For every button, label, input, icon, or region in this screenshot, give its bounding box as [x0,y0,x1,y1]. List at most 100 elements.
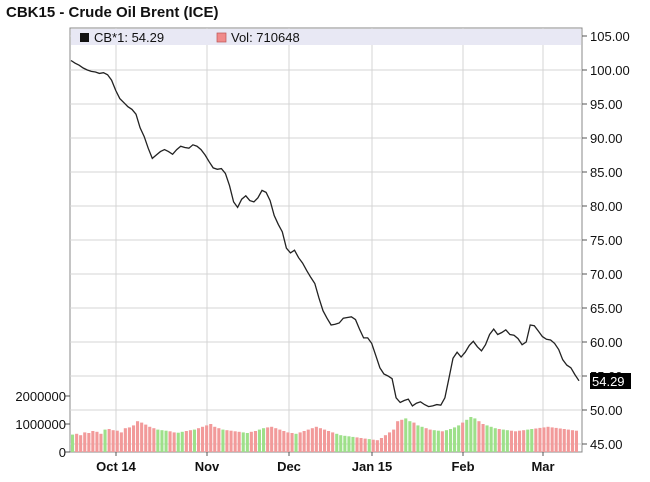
volume-bar [111,430,115,452]
grid [70,28,582,452]
volume-bar [310,428,314,452]
volume-bar [87,433,91,452]
volume-bars [71,417,578,452]
volume-bar [449,429,453,452]
volume-bar [420,426,424,452]
volume-bar [266,427,270,452]
volume-bar [514,431,518,452]
volume-bar [404,418,408,452]
price-tick-label: 50.00 [590,403,623,418]
volume-bar [440,431,444,452]
volume-bar [294,433,298,452]
volume-bar [453,427,457,452]
volume-bar [71,434,75,452]
volume-bar [79,435,83,452]
volume-bar [127,427,131,452]
volume-bar [518,430,522,452]
volume-bar [103,429,107,452]
volume-bar [152,428,156,452]
volume-bar [436,430,440,452]
volume-bar [209,424,213,452]
volume-bar [428,429,432,452]
volume-bar [554,427,558,452]
volume-bar [290,433,294,452]
volume-bar [477,421,481,452]
volume-bar [217,428,221,452]
volume-bar [144,424,148,452]
volume-axis: 2000000 1000000 0 [15,389,70,460]
volume-bar [229,430,233,452]
volume-bar [424,428,428,452]
volume-bar [168,431,172,452]
volume-bar [489,426,493,452]
volume-bar [526,429,530,452]
volume-bar [306,429,310,452]
volume-bar [388,432,392,452]
volume-bar [550,427,554,452]
volume-bar [375,440,379,452]
volume-bar [233,431,237,452]
volume-bar [225,430,229,452]
volume-bar [184,431,188,452]
volume-bar [298,432,302,452]
time-tick-label: Feb [451,459,474,474]
volume-bar [379,438,383,452]
volume-bar [91,431,95,452]
volume-bar [416,425,420,452]
volume-bar [148,426,152,452]
price-tick-label: 60.00 [590,335,623,350]
volume-bar [172,432,176,452]
volume-bar [221,429,225,452]
volume-bar [562,429,566,452]
last-price-marker [590,373,631,389]
volume-bar [213,426,217,452]
volume-tick-label: 1000000 [15,417,66,432]
volume-bar [469,417,473,452]
time-tick-label: Mar [531,459,554,474]
volume-bar [530,429,534,452]
price-tick-label: 70.00 [590,267,623,282]
volume-bar [574,430,578,452]
volume-bar [164,430,168,452]
volume-bar [278,429,282,452]
volume-bar [412,422,416,452]
volume-bar [558,428,562,452]
price-tick-label: 75.00 [590,233,623,248]
price-tick-label: 90.00 [590,131,623,146]
volume-bar [481,424,485,452]
volume-bar [136,421,140,452]
volume-legend-label: Vol: 710648 [231,30,300,45]
volume-bar [180,431,184,452]
volume-bar [201,426,205,452]
volume-bar [542,427,546,452]
volume-bar [323,429,327,452]
volume-bar [249,431,253,452]
volume-bar [534,428,538,452]
volume-bar [359,438,363,452]
price-line [70,59,580,408]
volume-bar [432,430,436,452]
volume-bar [461,422,465,452]
volume-bar [343,435,347,452]
volume-bar [140,422,144,452]
volume-bar [546,426,550,452]
price-legend-label: CB*1: 54.29 [94,30,164,45]
price-line-group [70,59,580,408]
volume-bar [107,429,111,452]
price-tick-label: 65.00 [590,301,623,316]
price-tick-label: 85.00 [590,165,623,180]
volume-tick-label: 2000000 [15,389,66,404]
volume-bar [566,429,570,452]
price-tick-label: 80.00 [590,199,623,214]
volume-bar [485,425,489,452]
legend-band [71,29,581,45]
volume-bar [363,438,367,452]
volume-bar [314,426,318,452]
time-axis: Oct 14 Nov Dec Jan 15 Feb Mar [96,452,555,474]
volume-bar [509,430,513,452]
price-tick-label: 95.00 [590,97,623,112]
volume-bar [522,430,526,452]
volume-bar [188,430,192,452]
volume-bar [286,432,290,452]
